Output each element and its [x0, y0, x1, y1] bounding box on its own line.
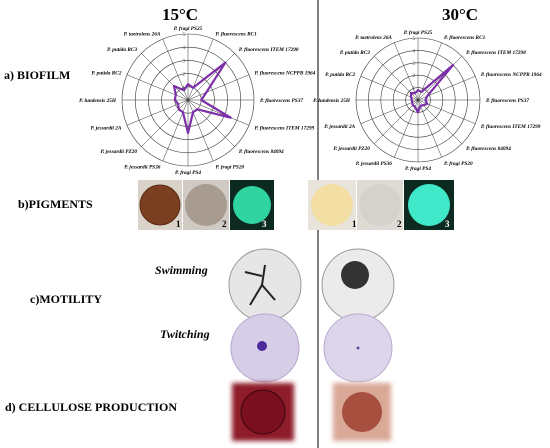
category-label: P. jessardii 2A: [91, 126, 122, 132]
cellulose-colony: [240, 389, 286, 435]
r-tick-label: 3: [413, 62, 416, 67]
plate: [233, 186, 271, 224]
category-label: P. fragi PS25: [404, 30, 433, 36]
radar-line: [172, 61, 232, 135]
category-label: P. fluorescens ITEM 17298: [239, 47, 299, 53]
panel-number: 3: [262, 219, 267, 229]
category-label: P. putida RC2: [91, 70, 121, 76]
section-label: c)MOTILITY: [30, 292, 102, 306]
spoke: [187, 38, 214, 101]
panel-number: 1: [352, 219, 357, 229]
plate: [139, 184, 181, 226]
category-label: P. jessardii PS36: [356, 161, 393, 167]
category-label: P. jessardii PS36: [124, 165, 161, 171]
category-label: P. fluorescens 84094: [466, 146, 511, 152]
r-tick-label: 2: [183, 73, 186, 78]
category-label: P. lundensis 25H: [313, 98, 351, 104]
category-label: P. fluorescens 84094: [239, 149, 284, 155]
twitching-growth: [257, 341, 267, 351]
radar-line: [409, 63, 455, 114]
spoke: [187, 53, 235, 101]
spoke: [187, 99, 235, 147]
spoke: [141, 53, 189, 101]
assay-label: Twitching: [160, 327, 210, 341]
category-label: P. fragi PS4: [175, 170, 201, 176]
spoke: [394, 42, 419, 101]
category-label: P. putida RC2: [325, 72, 355, 78]
category-label: P. fluorescens ITEM 17298: [466, 50, 526, 56]
panel-number: 1: [176, 219, 181, 229]
assay-label: Swimming: [155, 263, 208, 277]
pigment-photos-15: 1 2 3: [138, 180, 274, 230]
r-tick-label: 5: [413, 37, 416, 42]
category-label: P. jessardii PZ20: [333, 146, 370, 152]
spoke: [126, 74, 189, 101]
r-tick-label: 4: [413, 49, 416, 54]
r-tick-label: 4: [183, 46, 186, 51]
spoke: [360, 99, 419, 124]
category-label: P. fluorescens RC1: [216, 31, 258, 37]
spoke: [417, 55, 463, 101]
category-label: P. jessardii 2A: [324, 124, 355, 130]
category-label: P. fragi PS4: [405, 166, 431, 172]
cellulose-colony: [342, 392, 382, 432]
plate: [359, 184, 401, 226]
category-label: P. fluorescens NCPPB 1964: [255, 70, 316, 76]
panel-number: 3: [445, 219, 450, 229]
category-label: P. fluorescens PS37: [260, 98, 303, 104]
header-30: 30°C: [442, 5, 478, 24]
panel-number: 2: [397, 219, 402, 229]
category-label: P. putida RC3: [107, 47, 137, 53]
category-label: P. taetrolens 26A: [355, 35, 392, 41]
r-tick-label: 2: [413, 74, 416, 79]
spoke: [373, 99, 419, 145]
swimming-growth: [244, 264, 276, 306]
category-label: P. fluorescens ITEM 17299: [255, 126, 315, 132]
category-label: P. fragi PS20: [444, 161, 473, 167]
spoke: [394, 99, 419, 158]
plate: [185, 184, 227, 226]
panel-number: 2: [222, 219, 227, 229]
category-label: P. fragi PS25: [174, 26, 203, 32]
r-tick-label: 3: [183, 59, 186, 64]
spoke: [187, 99, 214, 162]
plate: [311, 184, 353, 226]
category-label: P. putida RC3: [340, 50, 370, 56]
twitching-growth: [356, 346, 360, 350]
spoke: [360, 76, 419, 101]
section-label: a) BIOFILM: [4, 68, 70, 82]
category-label: P. fluorescens RC1: [444, 35, 486, 41]
category-label: P. jessardii PZ20: [101, 149, 138, 155]
category-label: P. fragi PS20: [216, 165, 245, 171]
spoke: [417, 99, 463, 145]
category-label: P. fluorescens PS37: [486, 98, 529, 104]
plate: [408, 184, 450, 226]
category-label: P. taetrolens 26A: [124, 31, 161, 37]
spoke: [417, 99, 442, 158]
swimming-plate: [228, 248, 302, 322]
category-label: P. fluorescens NCPPB 1964: [481, 72, 542, 78]
category-label: P. fluorescens ITEM 17299: [481, 124, 541, 130]
spoke: [187, 99, 250, 126]
spoke: [162, 99, 189, 162]
pigment-photos-30: 1 2 3: [308, 180, 454, 230]
spoke: [187, 74, 250, 101]
swimming-growth: [341, 261, 369, 289]
section-label: b)PIGMENTS: [18, 197, 93, 211]
category-label: P. lundensis 25H: [79, 98, 117, 104]
spoke: [141, 99, 189, 147]
section-label: d) CELLULOSE PRODUCTION: [5, 400, 177, 414]
r-tick-label: 1: [413, 87, 416, 92]
header-15: 15°C: [162, 5, 198, 24]
r-tick-label: 5: [183, 33, 186, 38]
